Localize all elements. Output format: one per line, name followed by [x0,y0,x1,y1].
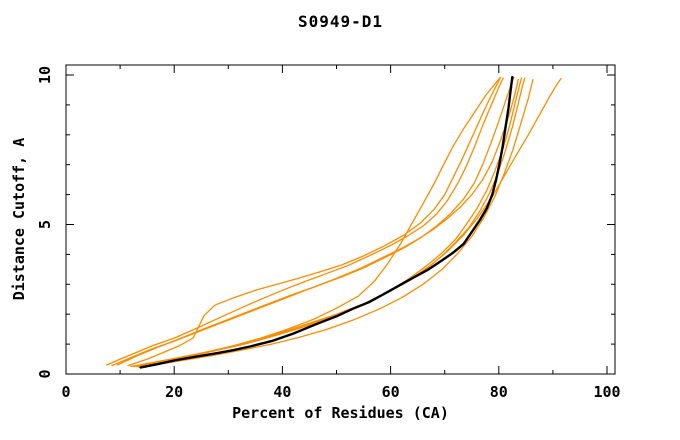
y-axis-title: Distance Cutoff, A [10,137,28,301]
plot-frame [65,64,616,375]
chart-title: S0949-D1 [297,12,384,31]
y-tick-label: 10 [36,66,54,84]
x-tick-label: 0 [61,383,70,401]
x-tick-label: 80 [490,383,508,401]
x-tick-label: 20 [165,383,183,401]
model-curve [132,77,526,368]
y-tick-label: 5 [36,220,54,229]
model-curve [130,77,562,368]
model-curve [127,77,501,367]
model-curve [138,78,534,369]
target-curve [139,75,514,369]
x-tick-label: 100 [593,383,620,401]
model-curve [116,76,515,366]
x-tick-label: 40 [273,383,291,401]
x-axis-title: Percent of Residues (CA) [232,404,449,422]
x-tick-label: 60 [382,383,400,401]
y-tick-label: 0 [36,369,54,378]
model-curve [105,77,504,366]
model-curve [136,77,523,368]
